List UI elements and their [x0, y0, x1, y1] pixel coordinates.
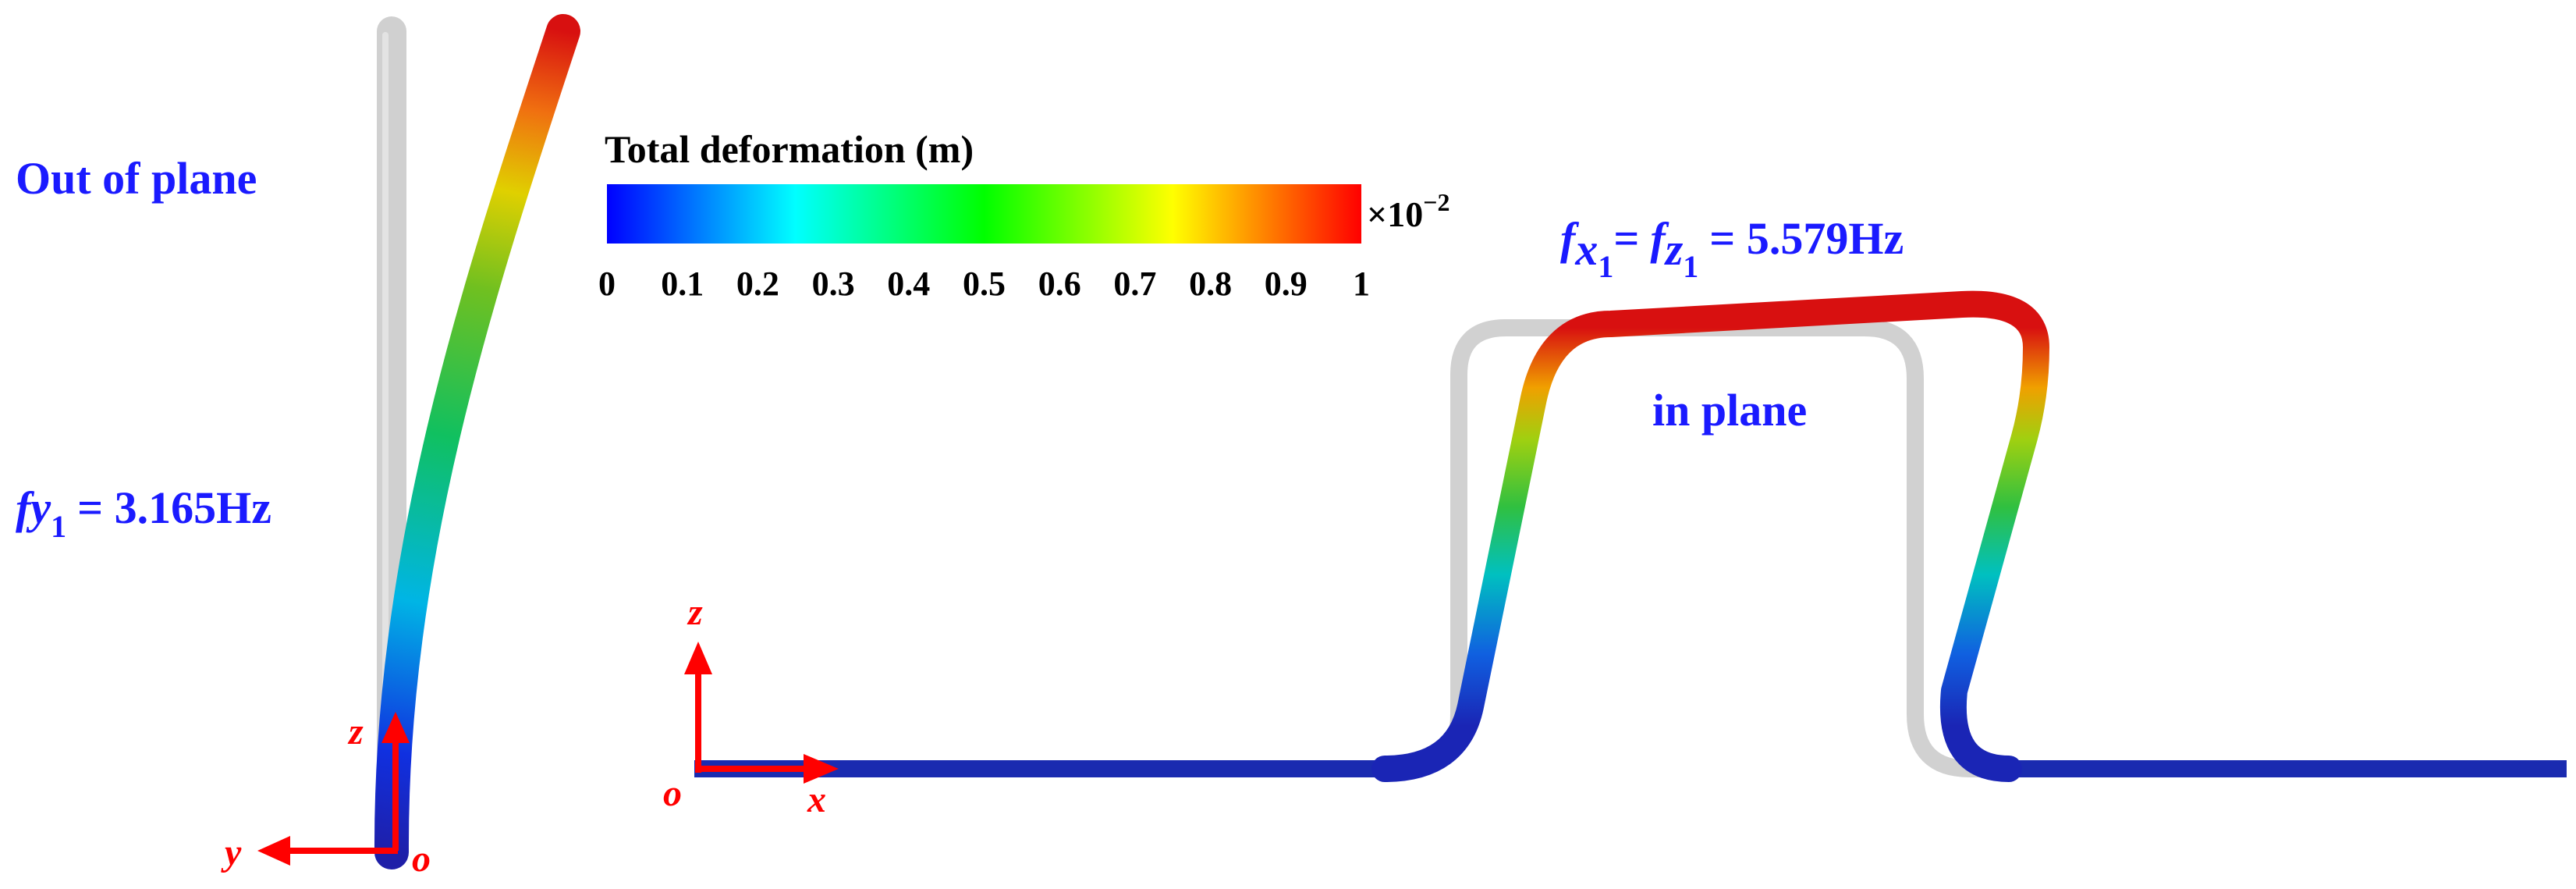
out-of-plane-frequency: fy1 = 3.165Hz	[16, 482, 271, 544]
colorbar: Total deformation (m) ×10−2 0 0.1 0.2 0.3 0.…	[598, 127, 1449, 303]
z-axis-label: z	[687, 592, 703, 633]
undeformed-loop-pipe	[694, 319, 2567, 777]
freq-value: = 5.579Hz	[1709, 213, 1904, 264]
colorbar-tick-label: 0.3	[812, 265, 855, 303]
out-of-plane-panel: z y o Out of plane fy1 = 3.165Hz	[16, 14, 580, 880]
colorbar-tick-label: 0.1	[661, 265, 704, 303]
out-of-plane-title: Out of plane	[16, 153, 257, 204]
colorbar-tick-labels: 0 0.1 0.2 0.3 0.4 0.5 0.6 0.7 0.8 0.9 1	[598, 265, 1370, 303]
colorbar-title: Total deformation (m)	[605, 127, 974, 171]
origin-label: o	[412, 838, 431, 880]
freq-variable: y	[26, 482, 51, 533]
colorbar-multiplier-exponent: −2	[1423, 188, 1449, 216]
deformed-loop-pipe	[1371, 290, 2049, 782]
colorbar-multiplier-base: ×10	[1367, 194, 1423, 234]
y-axis-arrowhead	[257, 836, 290, 866]
in-plane-title: in plane	[1652, 385, 1807, 436]
colorbar-tick-label: 0.4	[887, 265, 930, 303]
origin-label: o	[663, 773, 682, 814]
freq-equals: =	[1613, 213, 1639, 264]
x-axis-arrowhead	[804, 754, 839, 784]
freq-subscript-2: 1	[1683, 249, 1698, 284]
colorbar-tick-label: 0.9	[1265, 265, 1308, 303]
freq-value: = 3.165Hz	[77, 482, 271, 533]
deformed-vertical-pipe	[374, 14, 580, 869]
colorbar-tick-label: 0.6	[1038, 265, 1081, 303]
freq-variable-1: x	[1574, 224, 1598, 275]
colorbar-multiplier: ×10−2	[1367, 188, 1449, 234]
z-axis-arrowhead	[381, 712, 410, 743]
colorbar-tick-label: 0.7	[1113, 265, 1156, 303]
in-plane-axes: z x o	[663, 592, 839, 820]
colorbar-tick-label: 0.8	[1189, 265, 1232, 303]
colorbar-gradient-bar	[607, 184, 1361, 244]
colorbar-tick-label: 0.5	[963, 265, 1006, 303]
y-axis-label: y	[221, 832, 242, 873]
out-of-plane-axes: z y o	[221, 711, 431, 880]
colorbar-tick-label: 0	[598, 265, 616, 303]
colorbar-tick-label: 0.2	[736, 265, 779, 303]
z-axis-arrowhead	[684, 642, 712, 674]
freq-variable-2: z	[1664, 224, 1684, 275]
in-plane-panel: z x o in plane fx1= fz1= 5.579Hz	[663, 213, 2567, 820]
z-axis-label: z	[347, 711, 364, 752]
colorbar-tick-label: 1	[1353, 265, 1370, 303]
x-axis-label: x	[807, 779, 826, 820]
freq-subscript-1: 1	[1598, 249, 1613, 284]
freq-subscript: 1	[51, 509, 66, 544]
in-plane-frequency: fx1= fz1= 5.579Hz	[1560, 213, 1904, 284]
